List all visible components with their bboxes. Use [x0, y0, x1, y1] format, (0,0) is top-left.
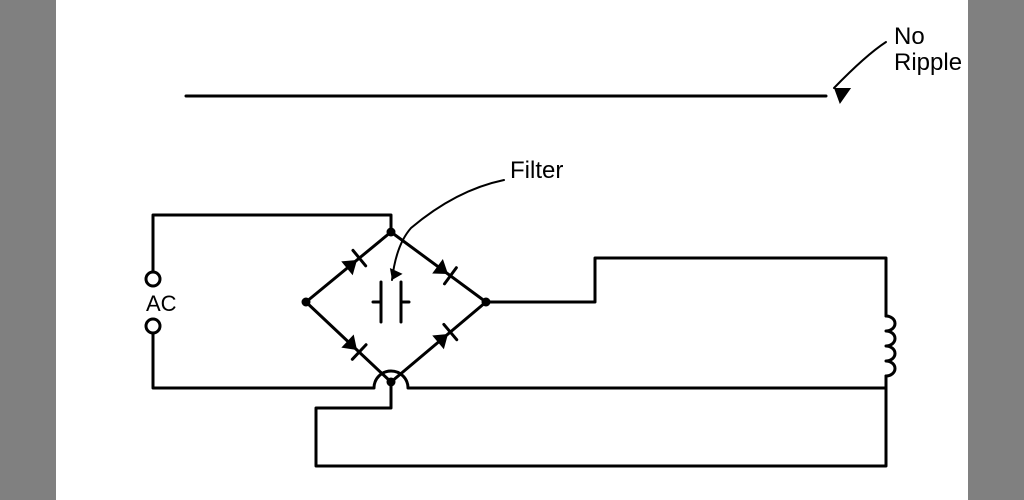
paper-area: No Ripple Filter AC	[56, 0, 968, 500]
filter-label: Filter	[510, 158, 563, 184]
ac-label: AC	[146, 292, 177, 316]
circuit-diagram	[56, 0, 968, 500]
canvas-frame: No Ripple Filter AC	[0, 0, 1024, 500]
no-ripple-label: No Ripple	[894, 24, 962, 77]
